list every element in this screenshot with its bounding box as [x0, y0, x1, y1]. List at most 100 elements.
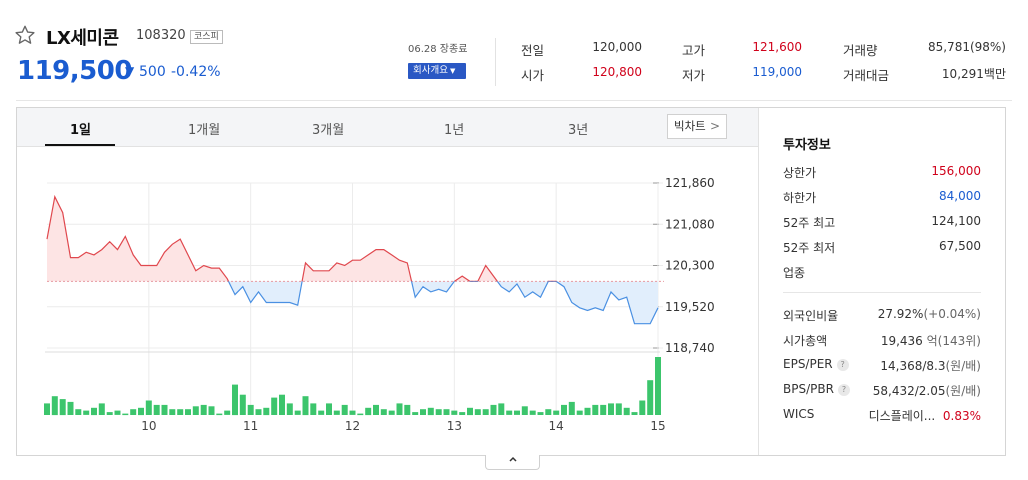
info-row-upper-limit: 상한가 156,000 [783, 164, 981, 189]
volume-bar [553, 410, 560, 415]
volume-bar [318, 410, 325, 415]
company-overview-button[interactable]: 회사개요 ▼ [408, 63, 466, 79]
wics-sector-change: 0.83% [942, 409, 981, 423]
volume-bar [224, 410, 231, 415]
big-chart-label: 빅차트 [674, 119, 706, 133]
volume-bar [600, 404, 607, 415]
info-label: 52주 최저 [783, 241, 836, 255]
info-value: 156,000 [931, 164, 981, 178]
volume-bar [75, 409, 82, 415]
info-value: 84,000 [939, 189, 981, 203]
quote-value-prev-close: 120,000 [592, 40, 642, 54]
volume-bar [122, 413, 129, 416]
volume-bar [98, 403, 105, 415]
tab-3month[interactable]: 3개월 [312, 123, 345, 138]
volume-bar [615, 403, 622, 415]
star-outline-icon[interactable] [14, 24, 36, 46]
help-icon[interactable]: ? [836, 359, 849, 371]
collapse-button[interactable] [485, 455, 540, 470]
quote-value-low: 119,000 [752, 65, 802, 79]
info-value: 19,436 [880, 334, 923, 348]
change-percent: -0.42% [171, 64, 221, 80]
volume-bar [294, 410, 301, 415]
chevron-up-icon [508, 456, 517, 462]
volume-bar [467, 407, 473, 416]
info-label: 시가총액 [783, 334, 828, 348]
volume-bar [584, 407, 591, 416]
area-above-baseline [47, 196, 498, 282]
info-label: 외국인비율 [783, 309, 839, 323]
volume-bar [435, 409, 442, 415]
volume-bar [608, 403, 614, 415]
volume-bar [576, 410, 583, 415]
y-tick-label: 121,860 [665, 176, 715, 190]
volume-bar [427, 407, 434, 416]
volume-bar [545, 409, 552, 415]
quote-value-trade-value: 10,291백만 [941, 67, 1006, 81]
info-value: 124,100 [931, 214, 981, 228]
volume-bar [341, 404, 348, 415]
stock-header: LX세미콘 108320 코스피 119,500 ▼ 500 -0.42% 06… [0, 0, 1028, 100]
info-value: 14,368/8.3 [880, 359, 946, 373]
y-tick-label: 118,740 [665, 341, 715, 355]
volume-bar [130, 409, 137, 415]
volume-bar [388, 410, 395, 415]
quote-label-trade-value: 거래대금 [843, 68, 890, 83]
investment-info: 투자정보 상한가 156,000 하한가 84,000 52주 최고 124,1… [783, 134, 981, 432]
volume-bar [420, 409, 426, 415]
volume-bar [412, 412, 419, 415]
volume-bar [639, 400, 646, 415]
volume-bar [529, 410, 536, 415]
info-label: 52주 최고 [783, 216, 836, 230]
tab-1month[interactable]: 1개월 [188, 123, 221, 138]
stock-code: 108320 [136, 28, 186, 43]
tab-1day[interactable]: 1일 [70, 123, 92, 138]
volume-bar [365, 407, 372, 416]
change-amount: 500 [139, 64, 166, 80]
price-line-down [227, 281, 659, 325]
volume-bar [537, 412, 544, 415]
x-tick-label: 15 [650, 419, 665, 433]
quote-value-volume: 85,781(98%) [927, 40, 1006, 54]
info-row-52w-high: 52주 최고 124,100 [783, 214, 981, 239]
volume-bar [161, 404, 168, 415]
active-tab-indicator [45, 144, 115, 146]
volume-bar [623, 407, 630, 416]
volume-bar [404, 404, 411, 415]
y-tick-label: 120,300 [665, 259, 715, 273]
volume-bar [349, 410, 356, 415]
wics-sector-link[interactable]: 디스플레이... [868, 409, 936, 423]
chevron-right-icon: > [709, 119, 720, 133]
info-label: 업종 [783, 266, 806, 280]
quote-label-volume: 거래량 [843, 43, 878, 58]
info-row-lower-limit: 하한가 84,000 [783, 189, 981, 214]
y-tick-label: 121,080 [665, 217, 715, 231]
volume-bar [106, 412, 113, 415]
quote-label-prev-close: 전일 [521, 43, 545, 58]
price-line-up [46, 194, 558, 282]
volume-bar [443, 409, 450, 415]
big-chart-button[interactable]: 빅차트 > [667, 114, 727, 139]
tab-3year[interactable]: 3년 [568, 123, 589, 138]
volume-bar [286, 403, 293, 415]
volume-bar [83, 410, 90, 415]
volume-bar [474, 409, 481, 415]
volume-bar [302, 396, 309, 416]
volume-bar [169, 409, 176, 415]
info-row-market-cap: 시가총액 19,436 억(143위) [783, 332, 981, 357]
help-icon[interactable]: ? [837, 384, 850, 396]
info-value: 27.92% [877, 307, 924, 321]
volume-bar [373, 404, 379, 415]
volume-bar [451, 410, 458, 415]
volume-bar [145, 400, 152, 415]
volume-bar [247, 404, 254, 415]
x-tick-label: 10 [141, 419, 156, 433]
volume-bar [192, 406, 199, 415]
market-status: 06.28 장종료 [408, 44, 468, 55]
info-row-eps-per: EPS/PER? 14,368/8.3(원/배) [783, 357, 981, 382]
volume-bar [521, 406, 528, 415]
price-chart: 121,860 121,080 120,300 119,520 118,740 10 11 1… [44, 176, 715, 433]
volume-bar [333, 410, 340, 415]
volume-bar [239, 394, 246, 415]
tab-1year[interactable]: 1년 [444, 123, 465, 138]
